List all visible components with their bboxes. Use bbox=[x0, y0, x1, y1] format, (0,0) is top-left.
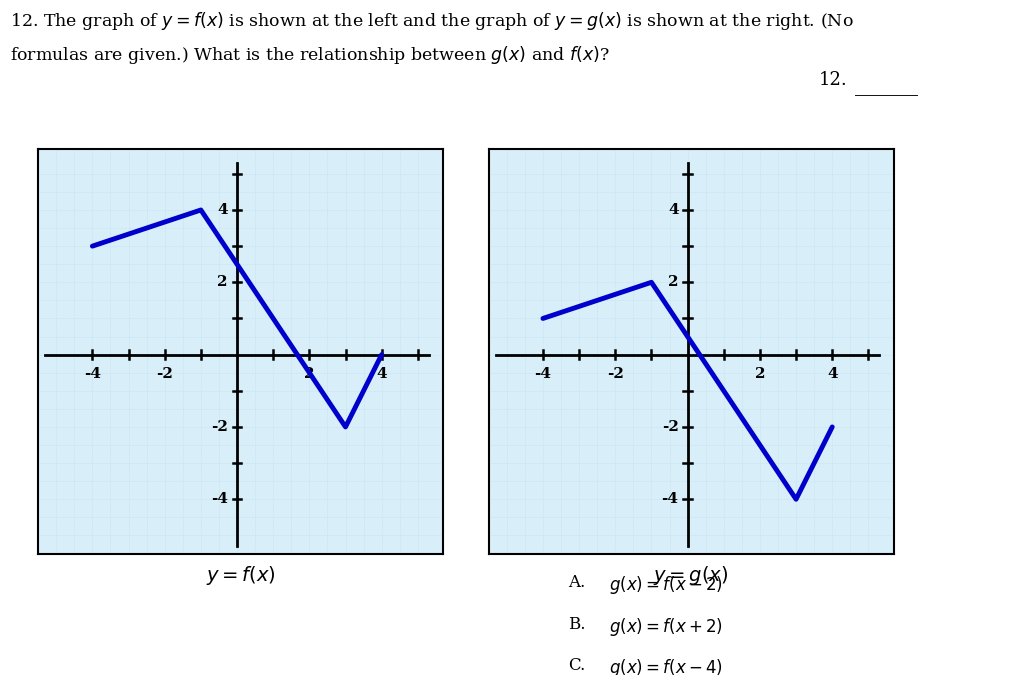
Text: 2: 2 bbox=[755, 367, 765, 381]
Text: formulas are given.) What is the relationship between $g(x)$ and $f(x)$?: formulas are given.) What is the relatio… bbox=[10, 44, 610, 66]
Text: 4: 4 bbox=[668, 203, 679, 217]
Text: -4: -4 bbox=[211, 492, 228, 506]
Text: -2: -2 bbox=[607, 367, 624, 381]
Text: -4: -4 bbox=[535, 367, 552, 381]
Text: -2: -2 bbox=[211, 420, 228, 434]
Text: $g(x) = f(x + 2)$: $g(x) = f(x + 2)$ bbox=[609, 616, 723, 638]
Text: $y = g(x)$: $y = g(x)$ bbox=[653, 564, 729, 587]
Text: -2: -2 bbox=[662, 420, 679, 434]
Text: B.: B. bbox=[568, 616, 586, 632]
Text: 4: 4 bbox=[827, 367, 838, 381]
Text: -2: -2 bbox=[157, 367, 173, 381]
Text: A.: A. bbox=[568, 574, 586, 591]
Text: $y = f(x)$: $y = f(x)$ bbox=[206, 564, 275, 587]
Text: 2: 2 bbox=[668, 275, 679, 290]
Text: $g(x) = f(x - 2)$: $g(x) = f(x - 2)$ bbox=[609, 574, 723, 596]
Text: C.: C. bbox=[568, 657, 586, 674]
Text: 2: 2 bbox=[217, 275, 228, 290]
Text: 12.: 12. bbox=[819, 71, 848, 89]
Text: -4: -4 bbox=[662, 492, 679, 506]
Text: 4: 4 bbox=[377, 367, 387, 381]
Text: -4: -4 bbox=[84, 367, 101, 381]
Text: _______: _______ bbox=[855, 78, 919, 96]
Text: 12. The graph of $y = f(x)$ is shown at the left and the graph of $y = g(x)$ is : 12. The graph of $y = f(x)$ is shown at … bbox=[10, 10, 854, 32]
Text: 4: 4 bbox=[217, 203, 228, 217]
Text: $g(x) = f(x - 4)$: $g(x) = f(x - 4)$ bbox=[609, 657, 723, 675]
Text: 2: 2 bbox=[304, 367, 314, 381]
